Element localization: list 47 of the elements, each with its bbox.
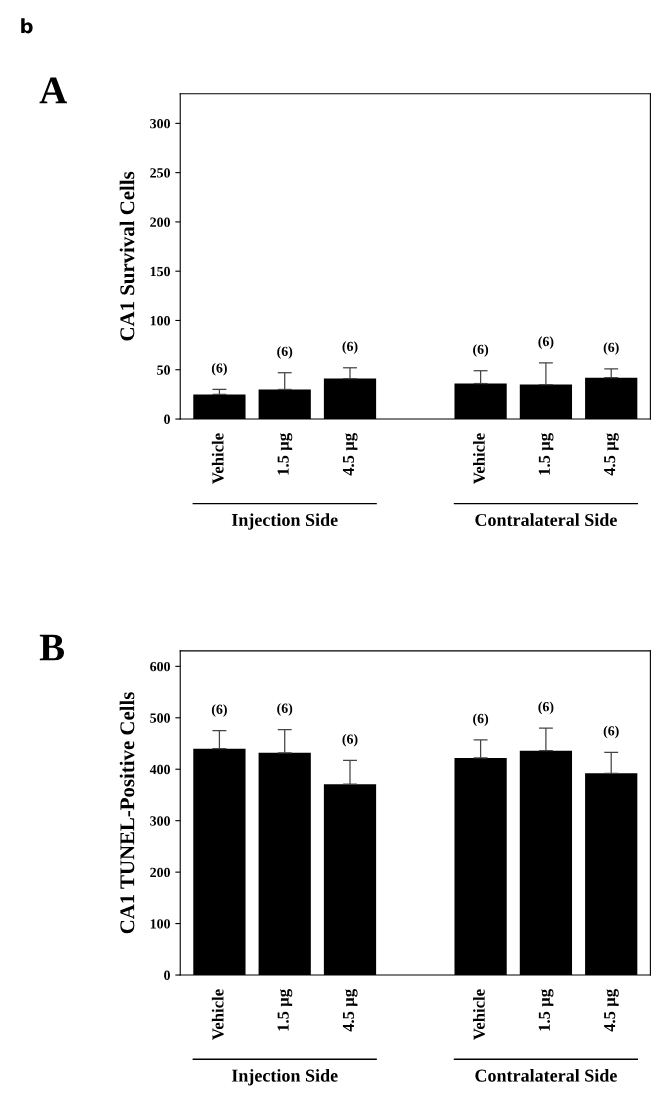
annotation: (6) [603,342,619,355]
text: Injection Side [231,513,338,530]
x-tick-label: 4.5 µg [342,989,358,1032]
chart-title: B [39,634,65,661]
x-tick-label: 1.5 µg [277,433,293,475]
y-tick-label: 400 [149,764,170,775]
text: Contralateral Side [475,513,617,527]
x-tick-label: Vehicle [473,989,485,1040]
annotation: (6) [538,701,554,715]
x-tick-label: 1.5 µg [538,433,554,475]
y-tick-label: 300 [150,118,170,129]
annotation: (6) [603,725,619,739]
chart-title: A [39,77,67,104]
annotation: (6) [277,703,293,716]
y-tick-label: 150 [150,266,170,277]
text: b [21,18,33,34]
x-tick-label: Vehicle [473,433,485,484]
y-axis-title: CA1 TUNEL-Positive Cells [119,692,135,934]
y-tick-label: 200 [150,217,170,227]
x-tick-label: 1.5 µg [277,989,293,1031]
x-tick-label: 4.5 µg [342,433,358,476]
annotation: (6) [211,362,227,376]
x-tick-label: 1.5 µg [538,989,554,1031]
text: Contralateral Side [475,1069,617,1082]
y-tick-label: 600 [150,661,170,672]
annotation: (6) [342,734,358,747]
y-tick-label: 100 [150,919,170,929]
annotation: (6) [342,341,358,354]
y-tick-label: 50 [157,365,170,375]
y-tick-label: 100 [150,316,170,326]
y-tick-label: 0 [164,970,170,980]
y-tick-label: 200 [150,867,170,878]
x-tick-label: Vehicle [211,989,224,1040]
y-tick-label: 300 [150,816,170,826]
y-axis-title: CA1 Survival Cells [119,171,135,341]
annotation: (6) [473,344,489,357]
annotation: (6) [538,336,554,349]
x-tick-label: 4.5 µg [604,433,619,476]
y-tick-label: 500 [150,713,170,723]
x-tick-label: Vehicle [211,433,224,484]
y-tick-label: 250 [150,168,170,178]
x-tick-label: 4.5 µg [604,989,619,1032]
text: Injection Side [231,1069,338,1086]
y-tick-label: 0 [164,414,170,424]
annotation: (6) [473,713,489,727]
annotation: (6) [277,346,293,359]
annotation: (6) [211,704,227,717]
